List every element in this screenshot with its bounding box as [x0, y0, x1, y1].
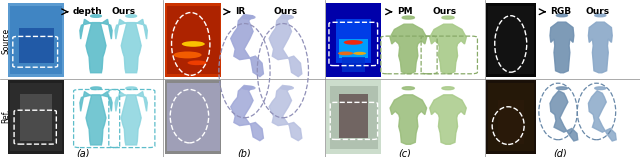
Circle shape	[442, 16, 454, 19]
Bar	[165, 80, 221, 154]
Circle shape	[556, 14, 568, 17]
Circle shape	[595, 14, 606, 17]
Bar	[488, 6, 534, 74]
Polygon shape	[588, 22, 612, 73]
Bar	[20, 94, 52, 141]
Circle shape	[402, 87, 415, 90]
Text: RGB: RGB	[550, 7, 572, 16]
Circle shape	[243, 86, 255, 89]
Bar	[167, 83, 220, 151]
Bar	[19, 28, 54, 63]
Text: depth: depth	[73, 7, 102, 16]
Bar	[8, 80, 64, 154]
Circle shape	[173, 51, 202, 58]
Text: IR: IR	[235, 7, 245, 16]
Text: Ours: Ours	[273, 7, 298, 16]
Polygon shape	[269, 85, 302, 141]
Circle shape	[281, 86, 293, 89]
Polygon shape	[231, 85, 264, 141]
Bar	[326, 80, 381, 154]
Circle shape	[402, 16, 415, 19]
Circle shape	[126, 87, 136, 89]
Text: PM: PM	[397, 7, 412, 16]
Text: (d): (d)	[553, 148, 567, 157]
Text: Ours: Ours	[112, 7, 136, 16]
Bar	[339, 94, 368, 138]
Text: (a): (a)	[76, 148, 90, 157]
Circle shape	[188, 60, 207, 65]
Bar	[486, 3, 536, 77]
Bar	[10, 83, 62, 151]
Polygon shape	[390, 24, 427, 74]
Circle shape	[281, 16, 293, 19]
Circle shape	[556, 87, 568, 90]
Circle shape	[91, 87, 101, 89]
Circle shape	[338, 51, 353, 55]
Bar	[330, 86, 378, 149]
Circle shape	[126, 15, 136, 17]
Circle shape	[91, 15, 101, 17]
Bar	[8, 3, 64, 77]
Circle shape	[243, 16, 255, 19]
Bar	[165, 3, 221, 77]
Bar	[10, 6, 62, 74]
Polygon shape	[80, 92, 112, 145]
Circle shape	[344, 40, 363, 45]
Polygon shape	[115, 92, 147, 145]
Bar	[498, 100, 524, 144]
Text: Ref.: Ref.	[1, 109, 10, 123]
Text: (b): (b)	[237, 148, 252, 157]
Text: Source: Source	[1, 28, 10, 54]
Polygon shape	[390, 95, 427, 144]
Polygon shape	[588, 91, 616, 141]
Bar	[326, 3, 381, 77]
Bar	[342, 57, 365, 72]
Polygon shape	[550, 91, 578, 141]
Circle shape	[595, 87, 606, 90]
Circle shape	[442, 87, 454, 90]
Polygon shape	[231, 14, 264, 77]
Bar	[488, 83, 534, 151]
Text: (c): (c)	[398, 148, 411, 157]
Polygon shape	[429, 95, 467, 144]
Text: Ours: Ours	[433, 7, 457, 16]
Bar	[167, 6, 220, 74]
Circle shape	[182, 41, 205, 47]
Bar	[486, 80, 536, 154]
Polygon shape	[550, 22, 574, 73]
Bar	[339, 39, 368, 58]
Circle shape	[353, 52, 366, 55]
Text: Ours: Ours	[586, 7, 610, 16]
Polygon shape	[269, 14, 302, 77]
Bar	[336, 19, 371, 63]
Polygon shape	[80, 19, 112, 73]
Polygon shape	[115, 19, 147, 73]
Polygon shape	[429, 24, 467, 74]
